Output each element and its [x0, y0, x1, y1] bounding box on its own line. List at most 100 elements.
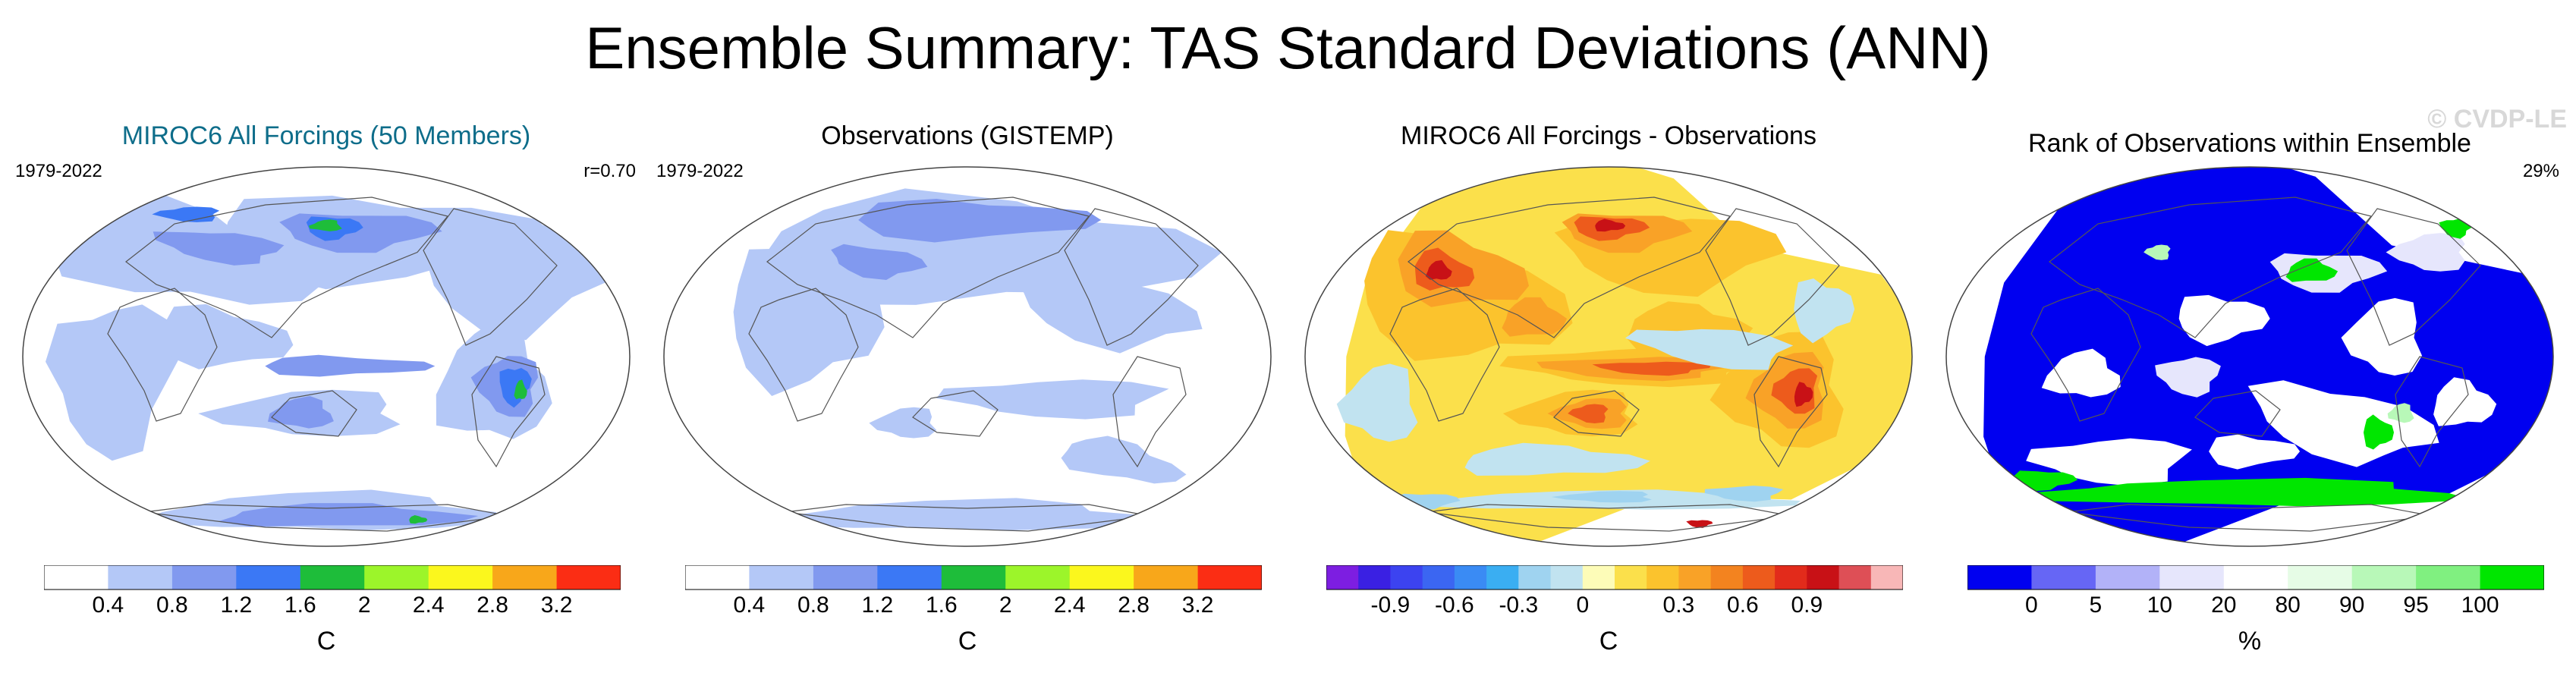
contour-region — [1771, 368, 1818, 414]
colorbar-tick-label: 1.2 — [220, 593, 252, 618]
colorbar-tick-label: 95 — [2403, 593, 2428, 618]
contour-region — [1686, 520, 1713, 528]
colorbar-tick-label: 0.8 — [156, 593, 188, 618]
colorbar-swatch — [1807, 565, 1839, 590]
colorbar-frame — [1967, 565, 2544, 590]
coastline-eurasia — [125, 197, 449, 338]
colorbar-tick-label: 0.4 — [734, 593, 766, 618]
coastline-eurasia — [2049, 197, 2373, 338]
period-label: 1979-2022 — [15, 161, 102, 181]
colorbar-tick-label: 0.6 — [1727, 593, 1759, 618]
contour-region — [2015, 470, 2078, 492]
colorbar-swatch — [941, 565, 1006, 590]
period-label: 1979-2022 — [656, 161, 744, 181]
colorbar-swatch — [108, 565, 173, 590]
colorbar-tick-label: -0.9 — [1371, 593, 1411, 618]
colorbar-tick-label: 90 — [2339, 593, 2364, 618]
colorbar-swatch — [2159, 565, 2225, 590]
colorbar-tick-label: 1.6 — [285, 593, 316, 618]
colorbar-tick-label: 5 — [2090, 593, 2103, 618]
coastline-africa — [1389, 288, 1500, 422]
colorbar-swatch — [171, 565, 237, 590]
contour-region — [1061, 435, 1187, 484]
colorbar-swatch — [1870, 565, 1903, 590]
colorbar-swatch — [1775, 565, 1807, 590]
coastline-samerica — [1112, 356, 1187, 468]
colorbar-tick-label: 2.4 — [1054, 593, 1086, 618]
coastline-namerica — [423, 208, 558, 346]
colorbar-tick-label: 0.8 — [797, 593, 829, 618]
colorbar: 0.4 0.8 1.2 1.6 2 2.4 2.8 3.2 — [44, 565, 621, 618]
contour-region — [1568, 404, 1609, 423]
colorbar-swatch — [1647, 565, 1679, 590]
colorbar-tick-label: -0.6 — [1435, 593, 1474, 618]
contour-region — [1464, 442, 1650, 476]
panel-title: Rank of Observations within Ensemble — [2028, 129, 2471, 158]
contour-region — [733, 248, 885, 396]
contour-region — [1704, 486, 1784, 502]
contour-region — [1794, 382, 1813, 407]
colorbar-swatch — [1005, 565, 1071, 590]
contour-region — [2386, 233, 2465, 272]
colorbar-tick-label: 2.4 — [413, 593, 445, 618]
coastline-namerica — [1064, 208, 1199, 346]
contour-region — [869, 407, 937, 439]
colorbar-tick-label: 80 — [2276, 593, 2301, 618]
colorbar-tick-label: 2 — [999, 593, 1012, 618]
coastline-antarctica — [1426, 504, 1791, 532]
panel-rank: Rank of Observations within Ensemble 29%… — [1931, 114, 2568, 660]
watermark: © CVDP-LE — [2427, 105, 2567, 134]
colorbar-swatch — [1197, 565, 1262, 590]
contour-region — [1625, 329, 1794, 370]
contour-region — [1502, 297, 1568, 337]
colorbar-tick-label: 20 — [2211, 593, 2236, 618]
colorbar-unit: C — [316, 627, 336, 656]
contour-region — [265, 354, 436, 377]
colorbar-swatch — [2031, 565, 2096, 590]
colorbar-swatch — [1454, 565, 1487, 590]
colorbar-unit: C — [1599, 627, 1618, 656]
coastline-eurasia — [1408, 197, 1731, 338]
map-border — [1945, 166, 2554, 547]
coastline-australia — [912, 390, 999, 437]
panel-obs-sd: Observations (GISTEMP) 1979-2022 0.4 0.8 1… — [649, 114, 1286, 660]
coastline-australia — [1553, 390, 1640, 437]
contour-region — [414, 214, 609, 341]
colorbar-swatch — [1678, 565, 1712, 590]
panel-model-sd: MIROC6 All Forcings (50 Members) 1979-20… — [8, 114, 645, 660]
colorbar-swatch — [1134, 565, 1198, 590]
colorbar-tick-label: 10 — [2147, 593, 2172, 618]
contour-region — [309, 219, 342, 231]
contour-region — [2247, 380, 2439, 467]
colorbar-swatch — [1967, 565, 2032, 590]
colorbar-swatch — [556, 565, 621, 590]
colorbar-swatch — [364, 565, 429, 590]
colorbar-tick-label: 3.2 — [541, 593, 573, 618]
coastline-australia — [2194, 390, 2281, 437]
map-rank — [1945, 166, 2554, 547]
colorbar-swatch — [749, 565, 814, 590]
coastline-australia — [271, 390, 357, 437]
colorbar-swatch — [1710, 565, 1744, 590]
colorbar-swatch — [685, 565, 750, 590]
colorbar-frame — [685, 565, 1262, 590]
colorbar: 0.4 0.8 1.2 1.6 2 2.4 2.8 3.2 — [685, 565, 1262, 618]
contour-region — [2439, 219, 2472, 239]
contour-region — [409, 515, 428, 524]
contour-region — [2041, 348, 2121, 398]
map-border — [1304, 166, 1913, 547]
contour-region — [858, 199, 1102, 243]
colorbar-swatch — [813, 565, 878, 590]
coastline-antarctica — [785, 504, 1150, 532]
contour-region — [1592, 361, 1711, 376]
contour-region — [1794, 278, 1855, 344]
colorbar: 0 5 10 20 80 90 95 100 — [1967, 565, 2544, 618]
contour-region — [2178, 294, 2270, 347]
panel-title: MIROC6 All Forcings - Observations — [1401, 121, 1816, 150]
colorbar-swatch — [44, 565, 109, 590]
colorbar: -0.9 -0.6 -0.3 0 0.3 0.6 0.9 — [1326, 565, 1903, 618]
contour-region — [2387, 403, 2414, 423]
map-model-sd — [22, 166, 631, 547]
colorbar-swatch — [236, 565, 301, 590]
coastline-antarctica — [143, 504, 509, 532]
